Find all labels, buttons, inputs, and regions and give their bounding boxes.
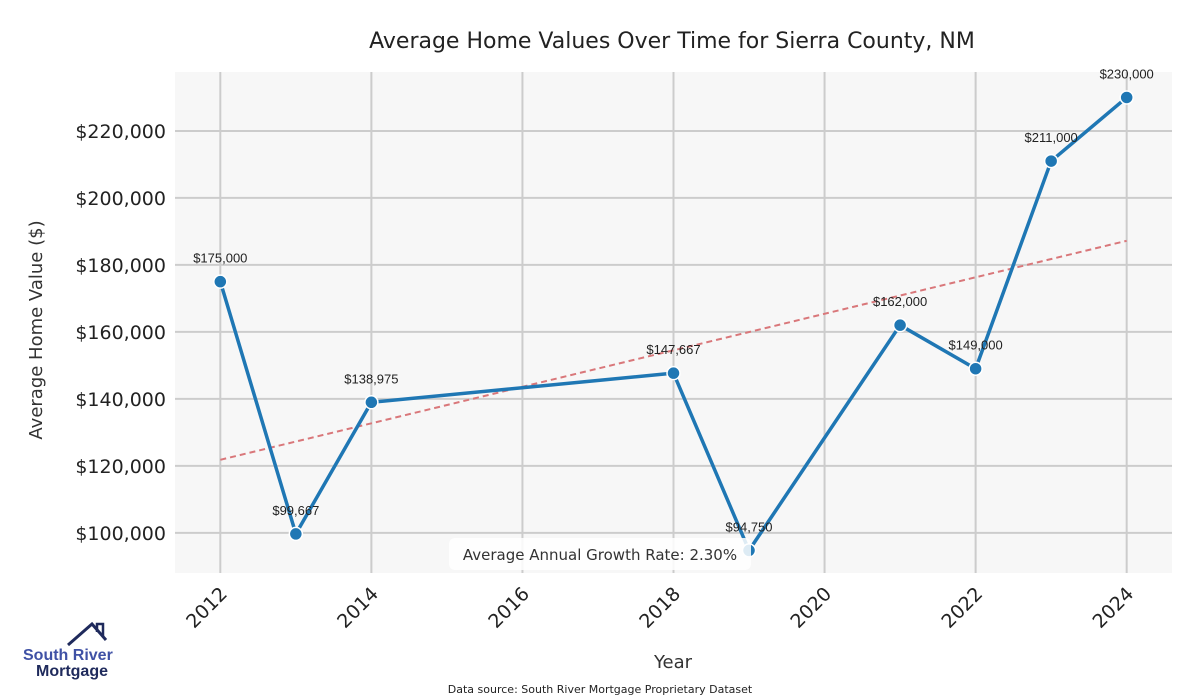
data-source: Data source: South River Mortgage Propri… (448, 683, 753, 696)
x-tick-label: 2014 (333, 583, 383, 633)
data-label: $94,750 (726, 519, 773, 534)
x-tick-label: 2018 (635, 583, 685, 633)
data-point (364, 395, 379, 410)
y-tick-label: $220,000 (75, 121, 166, 143)
data-point (968, 361, 983, 376)
data-label: $99,667 (272, 503, 319, 518)
chart-title: Average Home Values Over Time for Sierra… (369, 29, 975, 54)
data-label: $175,000 (193, 251, 247, 266)
data-label: $162,000 (873, 294, 927, 309)
data-label: $138,975 (344, 371, 398, 386)
house-roof-icon (67, 621, 108, 647)
x-tick-label: 2012 (182, 583, 232, 633)
y-axis-label: Average Home Value ($) (26, 220, 47, 439)
logo-line2: Mortgage (36, 663, 108, 680)
data-label: $211,000 (1025, 130, 1078, 145)
growth-rate-annotation: Average Annual Growth Rate: 2.30% (463, 546, 737, 564)
trend-line (220, 239, 1127, 461)
x-tick-label: 2024 (1088, 583, 1138, 633)
data-label: $149,000 (949, 338, 1003, 353)
x-tick-label: 2022 (937, 583, 987, 633)
x-axis-label: Year (653, 652, 693, 673)
y-tick-label: $120,000 (75, 456, 166, 478)
x-tick-label: 2016 (484, 583, 534, 633)
y-tick-label: $140,000 (75, 389, 166, 411)
y-tick-label: $100,000 (75, 523, 166, 545)
y-tick-label: $180,000 (75, 255, 166, 277)
x-tick-label: 2020 (786, 583, 836, 633)
logo-line1: South River (23, 647, 113, 664)
data-point (892, 317, 908, 333)
y-tick-label: $200,000 (75, 188, 166, 210)
data-point (666, 365, 681, 381)
growth-rate-box (449, 538, 751, 570)
data-point (1119, 90, 1134, 105)
data-label: $147,667 (646, 342, 700, 357)
y-tick-label: $160,000 (75, 322, 166, 344)
data-label: $230,000 (1100, 66, 1154, 81)
chimney-icon (95, 622, 105, 637)
data-point (1043, 153, 1059, 169)
data-point (213, 274, 228, 289)
data-point (288, 526, 304, 542)
logo: South River Mortgage (23, 621, 113, 680)
